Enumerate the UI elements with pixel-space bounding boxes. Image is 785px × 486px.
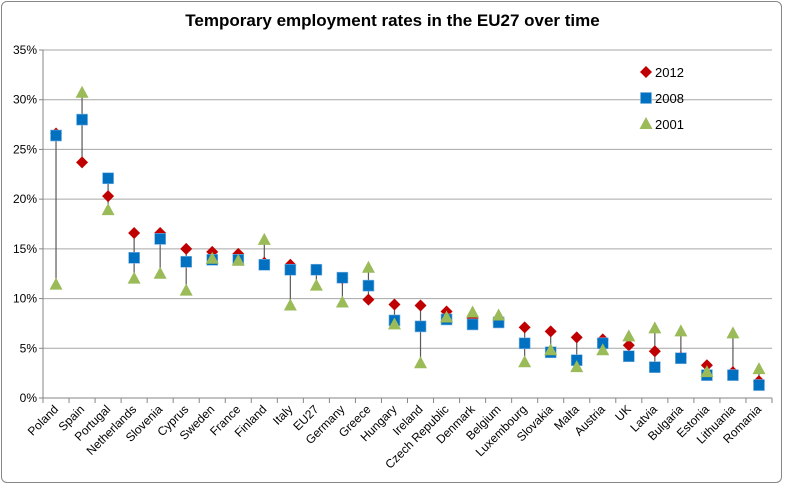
point-2001-denmark <box>466 305 480 318</box>
point-2012-spain <box>76 156 89 169</box>
point-2001-ireland <box>414 356 428 369</box>
y-tick-label: 30% <box>13 93 37 107</box>
point-2008-latvia <box>649 361 661 373</box>
point-2012-uk <box>622 339 635 352</box>
point-2012-slovakia <box>544 325 557 338</box>
point-2001-slovakia <box>544 343 558 356</box>
point-2001-poland <box>49 277 63 290</box>
point-2008-ireland <box>414 320 427 333</box>
point-2012-luxembourg <box>518 321 531 334</box>
point-2001-italy <box>283 298 297 311</box>
point-2001-germany <box>335 295 349 308</box>
point-2001-sweden <box>205 251 219 264</box>
point-2001-romania <box>752 362 766 375</box>
point-2008-netherlands <box>128 252 140 264</box>
point-2008-eu27 <box>310 263 323 276</box>
point-2008-slovenia <box>154 233 166 245</box>
legend-label-2012: 2012 <box>655 65 684 80</box>
y-tick-label: 10% <box>13 292 37 306</box>
legend-marker-2001 <box>639 117 653 129</box>
point-2001-belgium <box>492 308 506 321</box>
y-tick-label: 15% <box>13 242 37 256</box>
point-2008-poland <box>50 129 62 142</box>
x-tick-label: Poland <box>25 402 61 438</box>
point-2008-portugal <box>102 172 114 185</box>
point-2001-spain <box>75 85 89 98</box>
point-2012-cyprus <box>180 242 193 255</box>
point-2001-uk <box>622 329 636 342</box>
point-2001-portugal <box>101 203 115 216</box>
point-2001-slovenia <box>153 266 167 279</box>
point-2001-france <box>231 253 245 266</box>
point-2001-eu27 <box>309 278 323 291</box>
point-2001-greece <box>361 260 375 273</box>
point-2001-hungary <box>387 317 401 330</box>
point-2001-cyprus <box>179 283 193 296</box>
point-2012-malta <box>570 331 583 344</box>
point-2012-greece <box>362 293 375 306</box>
point-2012-hungary <box>388 298 401 311</box>
point-2008-denmark <box>466 318 479 331</box>
point-2012-latvia <box>648 345 661 358</box>
point-2001-luxembourg <box>518 355 532 368</box>
point-2001-bulgaria <box>674 324 688 337</box>
point-2008-finland <box>258 258 271 271</box>
point-2008-romania <box>753 379 765 391</box>
y-tick-label: 5% <box>20 341 38 355</box>
point-2008-uk <box>623 350 635 363</box>
point-2008-lithuania <box>727 369 739 381</box>
point-2012-ireland <box>414 299 427 312</box>
y-tick-label: 0% <box>20 391 38 405</box>
legend-label-2008: 2008 <box>655 91 684 106</box>
point-2001-czech-republic <box>440 310 454 323</box>
point-2001-finland <box>257 232 271 245</box>
point-2001-lithuania <box>726 326 740 339</box>
point-2008-germany <box>336 271 349 284</box>
point-2001-malta <box>570 360 584 373</box>
point-2001-latvia <box>648 321 662 334</box>
point-2008-luxembourg <box>518 337 531 350</box>
point-2012-portugal <box>102 190 115 203</box>
point-2001-austria <box>596 343 610 356</box>
legend-label-2001: 2001 <box>655 117 684 132</box>
y-tick-label: 25% <box>13 142 37 156</box>
point-2012-netherlands <box>128 226 141 239</box>
chart-title: Temporary employment rates in the EU27 o… <box>185 11 600 30</box>
point-2001-netherlands <box>127 271 141 284</box>
legend-marker-2012 <box>640 66 652 78</box>
point-2008-spain <box>76 113 88 126</box>
y-tick-label: 35% <box>13 43 37 57</box>
y-tick-label: 20% <box>13 192 37 206</box>
point-2008-cyprus <box>180 255 192 268</box>
point-2008-italy <box>284 263 297 276</box>
point-2008-bulgaria <box>675 352 687 365</box>
legend-marker-2008 <box>640 92 652 104</box>
point-2001-estonia <box>700 365 714 378</box>
point-2008-greece <box>362 279 375 292</box>
